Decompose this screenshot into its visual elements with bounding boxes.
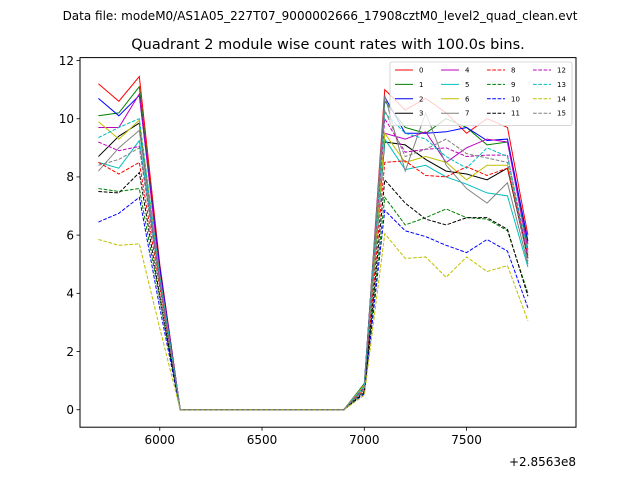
series-line-3 bbox=[98, 122, 529, 411]
y-tick-label: 6 bbox=[66, 228, 74, 242]
legend-label-0: 0 bbox=[419, 67, 423, 75]
legend-label-9: 9 bbox=[511, 81, 515, 89]
legend-label-6: 6 bbox=[465, 95, 470, 103]
figure-suptitle: Data file: modeM0/AS1A05_227T07_90000026… bbox=[63, 9, 578, 23]
chart-title: Quadrant 2 module wise count rates with … bbox=[131, 37, 525, 53]
legend-label-13: 13 bbox=[557, 81, 566, 89]
legend-label-4: 4 bbox=[465, 67, 470, 75]
x-axis: 6000 6500 7000 7500 bbox=[144, 427, 482, 447]
series-line-6 bbox=[98, 119, 529, 411]
legend-label-3: 3 bbox=[419, 110, 423, 118]
x-tick-label: 6500 bbox=[247, 433, 278, 447]
legend-label-1: 1 bbox=[419, 81, 423, 89]
y-tick-label: 8 bbox=[66, 170, 74, 184]
y-axis: 0 2 4 6 8 10 12 bbox=[59, 54, 80, 417]
series-line-5 bbox=[98, 137, 529, 411]
series-line-2 bbox=[98, 94, 529, 411]
legend-label-14: 14 bbox=[557, 95, 566, 103]
y-tick-label: 2 bbox=[66, 345, 74, 359]
series-line-7 bbox=[98, 95, 529, 411]
y-tick-label: 10 bbox=[59, 112, 74, 126]
plot-area-frame bbox=[79, 57, 577, 428]
y-tick-label: 0 bbox=[66, 403, 74, 417]
x-tick-label: 7500 bbox=[451, 433, 482, 447]
series-line-12 bbox=[98, 117, 529, 411]
series-line-13 bbox=[98, 111, 529, 411]
plot-lines bbox=[98, 75, 529, 411]
legend-label-7: 7 bbox=[465, 110, 469, 118]
series-line-15 bbox=[98, 109, 529, 411]
y-tick-label: 12 bbox=[59, 54, 74, 68]
legend-label-11: 11 bbox=[511, 110, 520, 118]
legend-label-10: 10 bbox=[511, 95, 520, 103]
legend-label-5: 5 bbox=[465, 81, 469, 89]
x-tick-label: 7000 bbox=[349, 433, 380, 447]
legend-box bbox=[389, 61, 573, 126]
legend-label-15: 15 bbox=[557, 110, 566, 118]
y-tick-label: 4 bbox=[66, 287, 74, 301]
x-offset-label: +2.8563e8 bbox=[509, 455, 576, 469]
series-line-1 bbox=[98, 85, 529, 411]
legend-label-12: 12 bbox=[557, 67, 566, 75]
legend-label-8: 8 bbox=[511, 67, 515, 75]
legend-label-2: 2 bbox=[419, 95, 423, 103]
x-tick-label: 6000 bbox=[144, 433, 175, 447]
series-line-14 bbox=[98, 232, 529, 411]
